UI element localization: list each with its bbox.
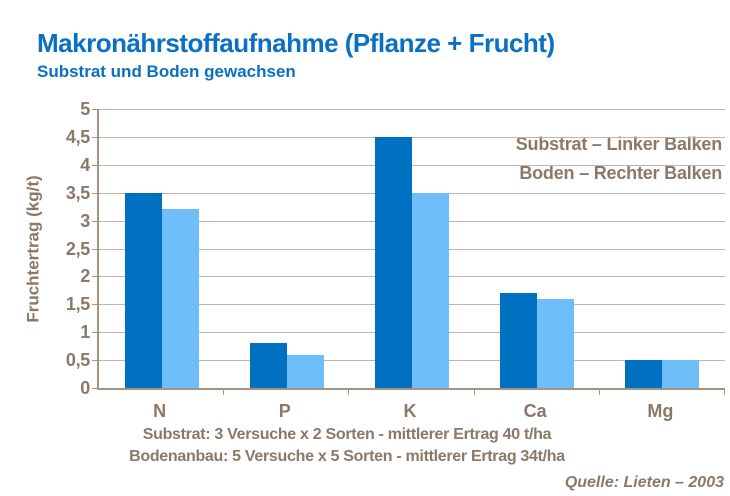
y-tick-label: 1	[80, 322, 90, 343]
y-axis-tick	[92, 109, 99, 110]
x-axis-tick	[473, 389, 475, 395]
y-tick-label: 0	[80, 378, 90, 398]
y-tick-label: 0,5	[65, 350, 90, 371]
y-axis-tick	[92, 276, 99, 278]
legend-substrat: Substrat – Linker Balken	[515, 134, 722, 154]
y-tick-label: 2,5	[65, 238, 90, 259]
x-axis-tick	[598, 389, 600, 395]
y-tick-label: 5	[80, 99, 90, 119]
gridline	[99, 109, 725, 110]
y-tick-label: 3,5	[65, 182, 90, 203]
y-tick-label: 4,5	[65, 126, 90, 147]
y-axis-tick	[92, 164, 99, 166]
y-tick-label: 2	[80, 266, 90, 287]
x-tick-label: N	[153, 401, 167, 421]
footnote-substrat: Substrat: 3 Versuche x 2 Sorten - mittle…	[142, 426, 552, 443]
bar-boden-P	[286, 354, 324, 388]
y-tick-label: 1,5	[65, 294, 90, 315]
legend: Substrat – Linker Balken Boden – Rechter…	[516, 130, 722, 188]
bar-substrat-N	[124, 192, 162, 388]
x-tick-label: K	[403, 401, 417, 421]
y-axis-tick	[92, 388, 99, 389]
y-axis-tick	[92, 360, 99, 362]
chart-title: Makronährstoffaufnahme (Pflanze + Frucht…	[37, 28, 555, 58]
y-axis-tick	[92, 136, 99, 138]
y-axis-tick	[92, 248, 99, 250]
y-axis-tick	[92, 192, 99, 194]
bar-substrat-K	[375, 136, 412, 388]
plot-area: Substrat – Linker Balken Boden – Rechter…	[92, 109, 725, 395]
bar-substrat-Mg	[625, 360, 663, 388]
bar-boden-K	[412, 192, 449, 388]
source-citation: Quelle: Lieten – 2003	[564, 474, 724, 491]
y-axis-tick	[92, 220, 99, 222]
bar-boden-Ca	[537, 298, 575, 388]
gridline	[99, 136, 725, 138]
bar-boden-N	[161, 209, 199, 388]
bar-substrat-Ca	[500, 293, 538, 388]
x-tick-label: Ca	[523, 401, 547, 421]
x-tick-label: Mg	[647, 401, 674, 421]
footnotes: Substrat: 3 Versuche x 2 Sorten - mittle…	[97, 424, 597, 468]
footnote-bodenanbau: Bodenanbau: 5 Versuche x 5 Sorten - mitt…	[129, 448, 565, 465]
x-axis-tick	[348, 389, 350, 395]
y-axis-tick	[92, 304, 99, 306]
y-tick-label: 4	[80, 154, 90, 175]
y-axis-labels: 0 0,5 1 1,5 2 2,5 3 3,5 4 4,5 5	[0, 99, 90, 398]
gridline	[99, 164, 725, 166]
x-tick-label: P	[278, 401, 291, 421]
y-axis-tick	[92, 332, 99, 334]
bar-substrat-P	[249, 343, 287, 388]
legend-boden: Boden – Rechter Balken	[519, 163, 722, 183]
y-tick-label: 3	[80, 210, 90, 231]
bar-boden-Mg	[662, 360, 700, 388]
x-axis-tick	[223, 389, 225, 395]
x-axis-tick	[724, 389, 725, 395]
chart-subtitle: Substrat und Boden gewachsen	[37, 62, 296, 81]
x-axis-labels: N P K Ca Mg	[97, 401, 725, 423]
